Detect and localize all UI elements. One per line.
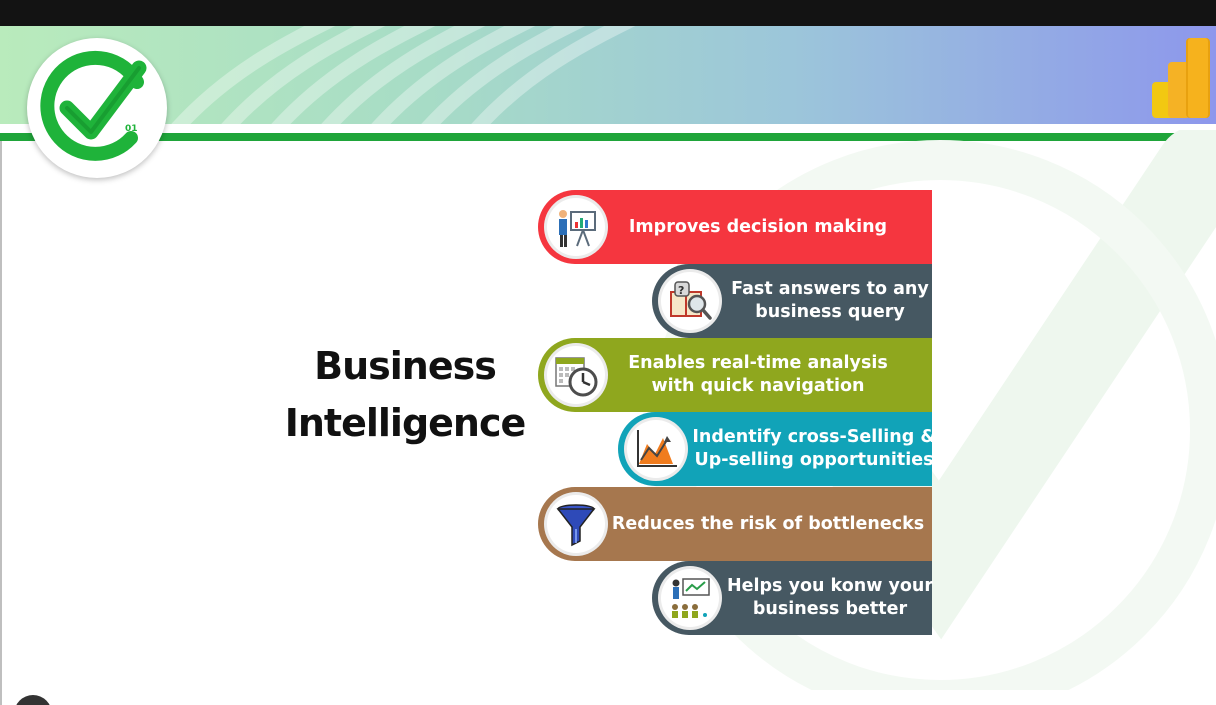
business-intelligence-title: Business Intelligence bbox=[280, 338, 530, 452]
checkmark-logo-icon: 01 bbox=[40, 50, 147, 161]
benefit-text-line1: Enables real-time analysis bbox=[628, 353, 888, 373]
benefit-item-4: Indentify cross-Selling & Up-selling opp… bbox=[618, 412, 936, 486]
presenter-chart-icon bbox=[544, 195, 608, 259]
funnel-icon bbox=[544, 492, 608, 556]
question-book-magnifier-icon: ? bbox=[658, 269, 722, 333]
team-presentation-icon bbox=[658, 566, 722, 630]
slide-nav-button[interactable] bbox=[14, 695, 52, 705]
benefit-item-6: Helps you konw your business better bbox=[652, 561, 933, 635]
benefit-text-line2: business query bbox=[755, 302, 905, 322]
benefit-text-line1: Helps you konw your bbox=[727, 576, 933, 596]
header-swirl-decoration bbox=[171, 26, 636, 124]
growth-chart-icon bbox=[624, 417, 688, 481]
logo-text: 01 bbox=[125, 124, 138, 134]
benefit-label: Reduces the risk of bottlenecks bbox=[611, 487, 925, 561]
benefit-item-3: Enables real-time analysis with quick na… bbox=[538, 338, 932, 412]
benefit-label: Improves decision making bbox=[608, 190, 908, 264]
benefit-text-line1: Indentify cross-Selling & bbox=[692, 427, 936, 447]
calendar-clock-icon bbox=[544, 343, 608, 407]
benefit-item-5: Reduces the risk of bottlenecks bbox=[538, 487, 932, 561]
left-border bbox=[0, 141, 2, 705]
benefit-label: Helps you konw your business better bbox=[727, 561, 933, 635]
header-green-line bbox=[0, 133, 1216, 141]
svg-text:?: ? bbox=[678, 284, 684, 297]
checkmark-logo: 01 bbox=[27, 38, 167, 178]
title-line-1: Business bbox=[314, 344, 497, 388]
top-window-bar bbox=[0, 0, 1216, 26]
benefit-label: Indentify cross-Selling & Up-selling opp… bbox=[692, 412, 935, 486]
benefit-text-line2: Up-selling opportunities bbox=[694, 450, 934, 470]
benefit-item-2: ? Fast answers to any business query bbox=[652, 264, 932, 338]
benefit-label: Fast answers to any business query bbox=[730, 264, 930, 338]
benefit-text-line2: with quick navigation bbox=[651, 376, 865, 396]
benefit-label: Enables real-time analysis with quick na… bbox=[620, 338, 896, 412]
powerbi-logo-icon bbox=[1152, 38, 1210, 118]
benefit-text-line2: business better bbox=[752, 599, 908, 619]
benefit-item-1: Improves decision making bbox=[538, 190, 932, 264]
benefit-text-line1: Fast answers to any bbox=[731, 279, 929, 299]
benefit-text: Improves decision making bbox=[628, 216, 888, 237]
header-white-line bbox=[0, 124, 1216, 133]
benefit-text: Reduces the risk of bottlenecks bbox=[611, 513, 925, 534]
title-line-2: Intelligence bbox=[284, 401, 527, 445]
header-banner bbox=[0, 26, 1216, 124]
